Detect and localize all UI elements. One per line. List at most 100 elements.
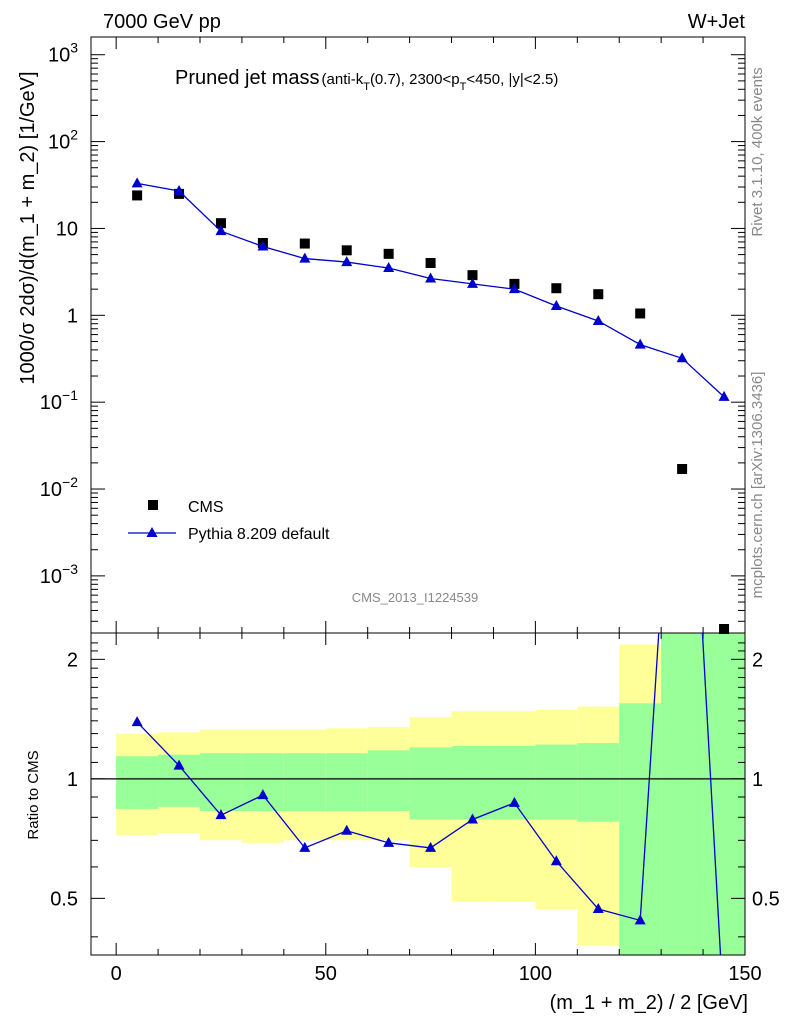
pythia-marker (718, 390, 730, 401)
ratio-y-axis-label: Ratio to CMS (25, 750, 42, 839)
tick-base: 10 (48, 45, 70, 67)
x-tick-label: 0 (111, 963, 122, 985)
pythia-marker (173, 184, 185, 195)
tick-exponent: −3 (62, 561, 78, 577)
tick-base: 10 (40, 479, 62, 501)
cms-data-point (215, 218, 226, 229)
tick-base: 10 (56, 218, 78, 240)
x-tick-label: 150 (728, 963, 761, 985)
tick-exponent: 3 (70, 40, 78, 56)
ratio-y-tick-label-left: 1 (67, 769, 78, 791)
band-inner-bin (493, 745, 536, 820)
main-y-tick-label: 1 (67, 305, 78, 327)
x-axis-label: (m_1 + m_2) / 2 [GeV] (550, 992, 748, 1014)
ratio-uncertainty-bands (91, 633, 745, 955)
cms-data-point (551, 283, 562, 294)
analysis-label: CMS_2013_I1224539 (352, 590, 479, 605)
ratio-marker (383, 836, 395, 847)
pythia-marker (299, 252, 311, 263)
main-panel-frame (90, 36, 746, 634)
pythia-marker (592, 314, 604, 325)
main-y-tick-label: 103 (48, 40, 78, 67)
legend-pythia-marker (146, 527, 158, 537)
cms-data-point (132, 190, 143, 201)
main-series (131, 177, 730, 634)
main-y-tick-label: 10 (56, 218, 78, 240)
energy-label: 7000 GeV pp (103, 11, 221, 33)
ratio-marker (550, 855, 562, 866)
ratio-marker (341, 824, 353, 835)
tick-base: 10 (40, 392, 62, 414)
band-inner-bin (451, 745, 494, 820)
process-label: W+Jet (688, 11, 746, 33)
pythia-marker (341, 256, 353, 267)
plot-title-cuts: (anti-kT(0.7), 2300<pT<450, |y|<2.5) (322, 71, 559, 93)
pythia-marker (131, 177, 143, 188)
legend-pythia-label: Pythia 8.209 default (188, 526, 330, 543)
ratio-marker (634, 914, 646, 925)
ratio-series (131, 633, 722, 955)
legend-cms-marker (148, 500, 158, 510)
pythia-marker (383, 262, 395, 273)
ratio-marker (425, 841, 437, 852)
ratio-y-tick-label-left: 2 (67, 649, 78, 671)
band-inner-bin (325, 753, 368, 811)
cms-data-point (467, 270, 478, 281)
cms-data-point (677, 464, 688, 475)
ratio-marker (299, 841, 311, 852)
legend: CMS Pythia 8.209 default (128, 499, 330, 543)
ratio-marker (508, 796, 520, 807)
ratio-marker (215, 809, 227, 820)
band-inner-bin (200, 753, 242, 811)
pythia-marker (508, 283, 520, 294)
band-inner-bin (577, 743, 620, 822)
mcplots-label: mcplots.cern.ch [arXiv:1306.3436] (749, 372, 766, 599)
main-y-tick-label: 10−1 (40, 387, 78, 414)
tick-base: 10 (48, 132, 70, 154)
cms-data-point (341, 245, 352, 256)
tick-base: 1 (67, 305, 78, 327)
ratio-y-tick-label-right: 1 (752, 769, 763, 791)
plot-title-main: Pruned jet mass (175, 67, 320, 89)
ratio-marker (173, 759, 185, 770)
main-y-tick-label: 10−2 (40, 474, 78, 501)
plot-title: Pruned jet mass (anti-kT(0.7), 2300<pT<45… (175, 67, 558, 93)
tick-exponent: −1 (62, 387, 78, 403)
cms-data-point (383, 248, 394, 259)
pythia-marker (425, 272, 437, 283)
ratio-y-tick-label-left: 0.5 (50, 888, 78, 910)
band-inner-bin (283, 753, 326, 811)
band-inner-bin (116, 756, 159, 809)
band-inner-bin (535, 744, 578, 820)
tick-exponent: −2 (62, 474, 78, 490)
ratio-marker (592, 903, 604, 914)
ratio-panel-frame (90, 632, 746, 956)
pythia-marker (634, 338, 646, 349)
axis-ticks (91, 37, 746, 955)
pythia-marker (550, 299, 562, 310)
ratio-marker (131, 716, 143, 727)
cms-data-point (425, 258, 436, 269)
tick-exponent: 2 (70, 127, 78, 143)
tick-base: 10 (40, 566, 62, 588)
rivet-label: Rivet 3.1.10, 400k events (749, 67, 766, 236)
band-inner-bin (367, 750, 410, 811)
band-inner-bin (703, 633, 745, 955)
ratio-marker (257, 789, 269, 800)
pythia-marker (676, 352, 688, 363)
band-inner-bin (409, 747, 452, 820)
ratio-marker (467, 813, 478, 824)
ratio-y-tick-label-right: 2 (752, 649, 763, 671)
main-y-tick-label: 10−3 (40, 561, 78, 588)
pythia-marker (215, 225, 227, 236)
legend-cms-label: CMS (188, 499, 224, 516)
pythia-marker (257, 240, 269, 251)
cms-data-point (299, 238, 310, 249)
band-inner-bin (661, 633, 704, 955)
x-tick-label: 100 (519, 963, 552, 985)
cms-data-point (593, 289, 604, 300)
cms-data-point (719, 624, 730, 634)
pythia-line (136, 182, 725, 398)
